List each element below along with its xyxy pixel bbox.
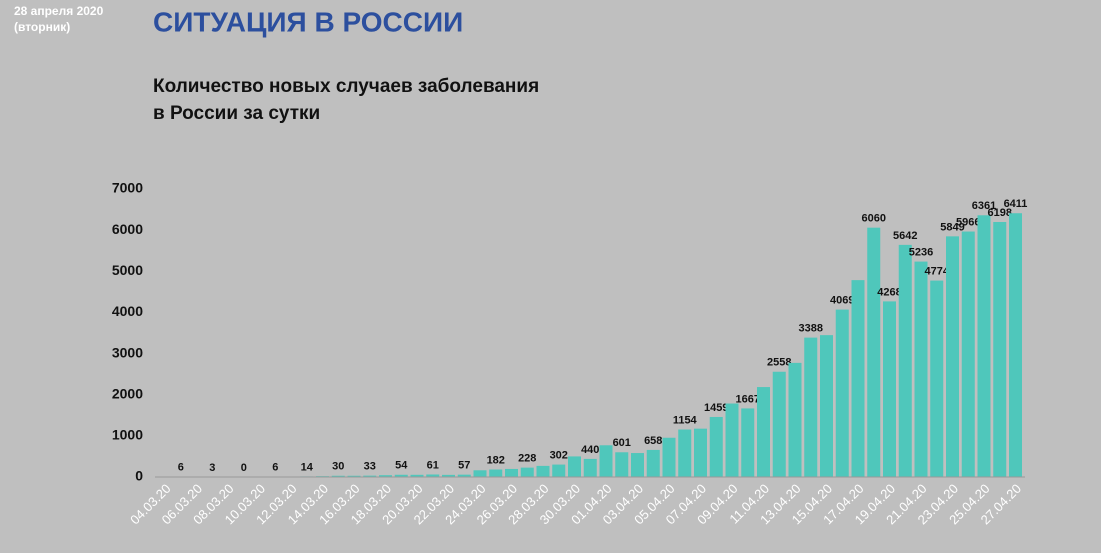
value-label: 0 [241,462,247,474]
bar [820,335,833,477]
value-label: 4774 [925,265,950,277]
y-tick-label: 2000 [112,385,143,401]
value-label: 6 [272,462,278,474]
bar [709,416,723,477]
value-label: 1667 [736,393,760,405]
bar [505,468,518,477]
value-label: 5849 [940,221,964,233]
value-label: 5236 [909,246,933,258]
value-label: 4268 [877,286,901,298]
bar [898,244,912,477]
bar [977,215,991,477]
bar [473,470,487,477]
bar [946,236,959,477]
bar [536,465,550,477]
bar [394,474,408,477]
bar [993,221,1007,477]
y-tick-label: 3000 [112,344,143,360]
bar [930,280,944,477]
bar [552,464,566,477]
bar [489,469,503,477]
value-label: 2558 [767,357,791,369]
bar [520,467,534,477]
bar [914,261,928,477]
y-tick-label: 7000 [112,180,143,196]
bar [662,437,676,477]
bar [1009,213,1022,477]
y-tick-label: 6000 [112,221,143,237]
bar [347,475,361,477]
value-label: 61 [427,459,439,471]
value-label: 6198 [988,207,1012,219]
bar [442,474,455,477]
bar [804,337,818,477]
bar [646,449,660,477]
bar [725,403,739,477]
value-label: 6060 [862,213,886,225]
bar [457,474,471,477]
bar [961,231,975,477]
weekday: (вторник) [14,20,70,34]
bar [788,362,802,477]
value-label: 14 [301,461,314,473]
value-label: 3 [209,462,215,474]
date: 28 апреля 2020 [14,4,104,18]
y-tick-label: 5000 [112,262,143,278]
value-label: 5966 [956,216,980,228]
bar [331,475,345,477]
bar [678,429,692,477]
chart-title: в России за сутки [153,103,320,124]
value-label: 1459 [704,402,728,414]
value-label: 30 [332,461,344,473]
bar [883,301,896,477]
bar [583,458,597,477]
value-label: 658 [644,435,662,447]
bar [410,474,424,477]
bar [568,456,581,477]
bar [741,408,755,477]
bar [379,475,392,477]
bar [615,452,629,477]
bar [851,280,865,477]
chart-title: Количество новых случаев заболевания [153,76,539,97]
value-label: 54 [395,460,408,472]
y-tick-label: 1000 [112,427,143,443]
bar [694,428,707,477]
value-label: 6411 [1004,198,1028,210]
page-title: СИТУАЦИЯ В РОССИИ [153,6,463,37]
bar [772,371,786,477]
bar [757,387,770,477]
y-tick-label: 0 [135,468,143,484]
value-label: 302 [550,449,568,461]
value-label: 601 [613,437,631,449]
bar [599,445,613,477]
value-label: 1154 [673,414,698,426]
value-label: 5642 [893,230,917,242]
value-label: 57 [458,460,470,472]
value-label: 3388 [799,323,823,335]
value-label: 182 [487,454,505,466]
bar [363,475,377,477]
value-label: 4069 [830,294,854,306]
bar [631,453,644,477]
y-tick-label: 4000 [112,303,143,319]
bar [835,309,849,477]
value-label: 440 [581,444,599,456]
value-label: 228 [518,453,536,465]
value-label: 6361 [972,200,996,212]
bar [867,227,881,477]
bar [426,474,440,477]
value-label: 33 [364,461,376,473]
value-label: 6 [178,462,184,474]
